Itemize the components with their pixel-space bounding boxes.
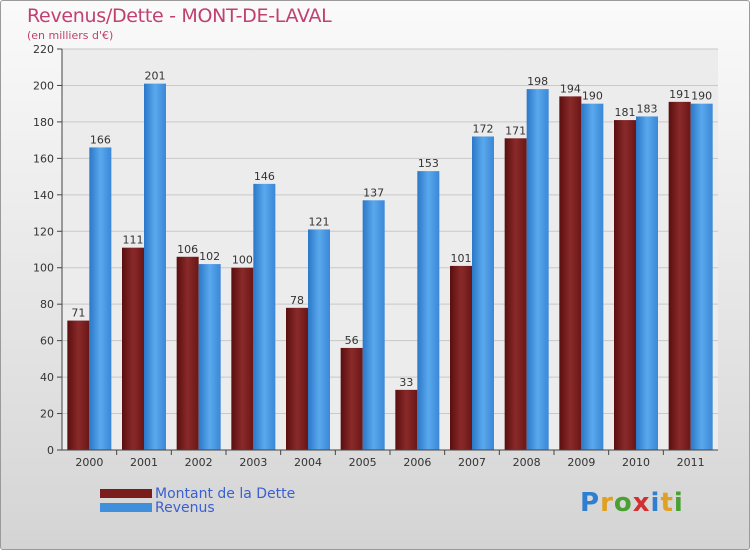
data-label: 198 [527,75,548,88]
bar-revenus [581,103,604,450]
x-tick-label: 2011 [677,456,705,469]
logo-letter: x [632,488,651,518]
data-label: 171 [505,124,526,137]
bar-dette [122,247,144,450]
data-label: 106 [177,243,198,256]
bar-dette [668,101,691,450]
x-tick-label: 2001 [130,456,158,469]
bar-dette [286,307,308,450]
bar-dette [614,120,636,450]
bar-revenus [362,200,385,450]
bar-dette [450,265,472,450]
data-label: 100 [232,254,253,267]
data-label: 191 [669,88,690,101]
legend-label-debt: Montant de la Dette [155,486,296,502]
y-tick-label: 20 [40,408,54,421]
bar-dette [504,138,527,450]
logo-letter: o [613,488,633,518]
x-tick-label: 2010 [622,456,650,469]
data-label: 166 [90,133,111,146]
data-label: 78 [290,294,304,307]
y-tick-label: 0 [47,444,54,457]
bar-dette [231,267,254,450]
legend-swatch-debt [100,489,152,498]
x-tick-label: 2007 [458,456,486,469]
x-tick-label: 2008 [513,456,541,469]
bar-revenus [690,103,713,450]
proxiti-logo: Proxiti [580,488,684,518]
y-tick-label: 80 [40,298,54,311]
data-label: 102 [199,250,220,263]
data-label: 172 [473,122,494,135]
bar-dette [67,320,90,450]
y-tick-label: 160 [33,152,54,165]
x-tick-label: 2005 [349,456,377,469]
bar-dette [176,256,199,450]
data-label: 33 [399,376,413,389]
y-tick-label: 180 [33,116,54,129]
bar-revenus [636,116,658,450]
data-label: 71 [71,307,85,320]
bar-revenus [144,83,166,450]
bar-dette [340,347,363,450]
logo-letter: P [580,488,601,518]
bar-dette [559,96,582,451]
bar-revenus [526,89,549,450]
x-tick-label: 2009 [567,456,595,469]
bar-revenus [472,136,494,450]
chart-subtitle: (en milliers d'€) [27,29,114,42]
logo-letter: i [650,488,661,518]
bar-revenus [198,264,221,450]
x-tick-label: 2004 [294,456,322,469]
bar-revenus [89,147,112,450]
bar-revenus [253,183,276,450]
legend-label-revenus: Revenus [155,500,215,516]
bar-dette [395,389,418,450]
data-label: 111 [123,234,144,247]
data-label: 181 [615,106,636,119]
data-label: 137 [363,186,384,199]
logo-letter: i [673,488,684,518]
data-label: 146 [254,170,275,183]
y-tick-label: 100 [33,262,54,275]
y-tick-label: 140 [33,189,54,202]
y-tick-label: 120 [33,225,54,238]
chart-title: Revenus/Dette - MONT-DE-LAVAL [27,5,332,27]
plot-area [62,49,718,450]
logo-letter: r [600,488,614,518]
logo-letter: t [660,488,674,518]
x-tick-label: 2003 [239,456,267,469]
data-label: 201 [145,70,166,83]
x-tick-label: 2006 [403,456,431,469]
bar-revenus [417,171,440,450]
y-tick-label: 220 [33,43,54,56]
y-tick-label: 60 [40,335,54,348]
x-tick-label: 2000 [75,456,103,469]
data-label: 183 [637,102,658,115]
y-tick-label: 200 [33,79,54,92]
data-label: 56 [345,334,359,347]
data-label: 121 [309,215,330,228]
x-tick-label: 2002 [185,456,213,469]
legend-swatch-revenus [100,503,152,512]
data-label: 101 [451,252,472,265]
data-label: 190 [691,90,712,103]
data-label: 153 [418,157,439,170]
y-tick-label: 40 [40,371,54,384]
data-label: 194 [560,82,581,95]
bar-revenus [308,229,330,450]
data-label: 190 [582,90,603,103]
